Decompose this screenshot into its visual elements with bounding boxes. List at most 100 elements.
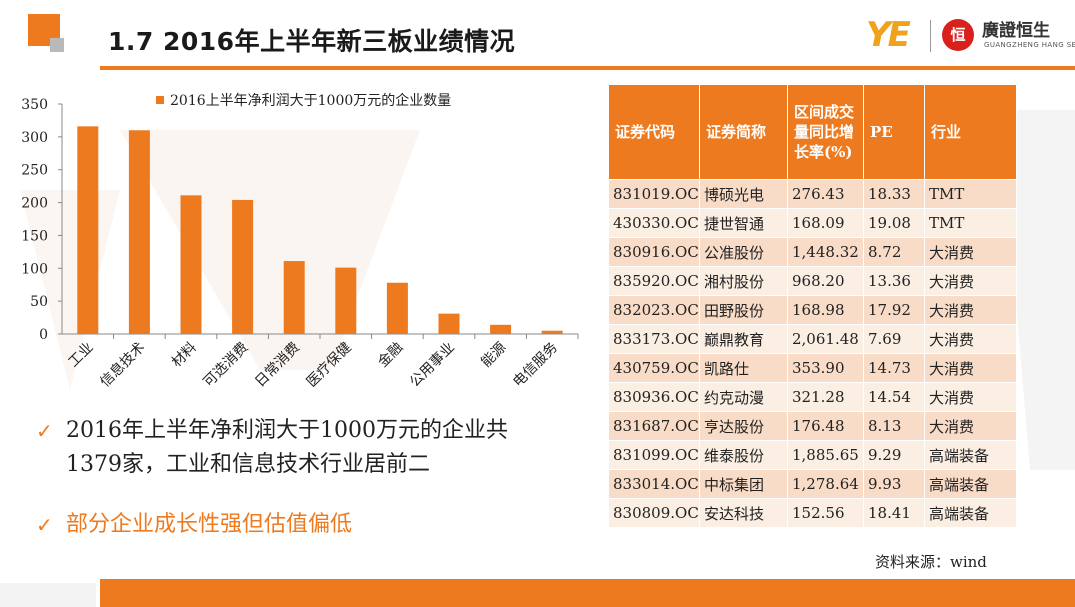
- bullet-1-line-1: 2016年上半年净利润大于1000万元的企业共: [66, 418, 508, 443]
- bar: [128, 130, 150, 334]
- y-tick-label: 350: [21, 97, 48, 113]
- bar: [77, 126, 99, 334]
- bar-chart: 0 50 100 150 200 250 300 350 工业 信息技术 材料 可选消费 日常消费 医疗保…: [21, 92, 579, 391]
- table-cell: TMT: [924, 208, 1017, 238]
- table-cell: 353.90: [787, 353, 864, 383]
- y-tick-label: 50: [30, 294, 48, 310]
- table-row: 831687.OC 亨达股份 176.48 8.13 大消费: [608, 411, 1017, 441]
- table-cell: 168.98: [787, 295, 864, 325]
- x-tick-label: 工业: [66, 340, 97, 371]
- table-cell: 831099.OC: [608, 440, 700, 470]
- table-cell: 152.56: [787, 498, 864, 528]
- table-row: 830916.OC 公准股份 1,448.32 8.72 大消费: [608, 237, 1017, 267]
- bar: [438, 313, 460, 334]
- brand-seal-icon: 恒: [942, 19, 974, 51]
- table-cell: 大消费: [924, 295, 1017, 325]
- x-tick-label: 材料: [169, 340, 200, 371]
- check-icon: ✓: [36, 513, 53, 537]
- table-cell: 830916.OC: [608, 237, 700, 267]
- x-tick-label: 医疗保健: [304, 340, 355, 391]
- table-cell: 凯路仕: [699, 353, 788, 383]
- x-tick-label: 可选消费: [201, 340, 252, 391]
- table-cell: 831019.OC: [608, 179, 700, 209]
- table-header-cell: 区间成交量同比增长率(%): [787, 84, 864, 180]
- page-title: 1.7 2016年上半年新三板业绩情况: [108, 27, 516, 56]
- table-row: 832023.OC 田野股份 168.98 17.92 大消费: [608, 295, 1017, 325]
- x-tick-label: 电信服务: [510, 340, 561, 391]
- table-header-cell: 证券简称: [699, 84, 788, 180]
- table-cell: 14.73: [863, 353, 925, 383]
- table-cell: 大消费: [924, 324, 1017, 354]
- table-header-row: 证券代码 证券简称 区间成交量同比增长率(%) PE 行业: [608, 84, 1017, 180]
- table-cell: 高端装备: [924, 469, 1017, 499]
- corner-logo-squares: [28, 14, 78, 64]
- table-cell: 13.36: [863, 266, 925, 296]
- table-cell: 7.69: [863, 324, 925, 354]
- y-tick-label: 300: [21, 130, 48, 146]
- table-cell: 168.09: [787, 208, 864, 238]
- table-cell: 大消费: [924, 266, 1017, 296]
- table-row: 830936.OC 约克动漫 321.28 14.54 大消费: [608, 382, 1017, 412]
- bar: [232, 199, 254, 334]
- table-cell: 田野股份: [699, 295, 788, 325]
- table-cell: 833014.OC: [608, 469, 700, 499]
- y-tick-label: 150: [21, 228, 48, 244]
- bar: [335, 267, 357, 334]
- table-cell: 832023.OC: [608, 295, 700, 325]
- x-tick-label: 能源: [478, 340, 509, 371]
- table-cell: 276.43: [787, 179, 864, 209]
- legend-swatch: [156, 96, 164, 104]
- title-rule: [100, 66, 1075, 70]
- x-tick-label: 金融: [375, 340, 406, 371]
- table-header-cell: 行业: [924, 84, 1017, 180]
- table-cell: 大消费: [924, 411, 1017, 441]
- brand-logo: YE 恒 廣證恒生 GUANGZHENG HANG SENG: [866, 15, 1075, 57]
- bar: [180, 195, 202, 334]
- table-cell: 19.08: [863, 208, 925, 238]
- y-tick-label: 250: [21, 163, 48, 179]
- table-cell: 湘村股份: [699, 266, 788, 296]
- table-cell: 18.33: [863, 179, 925, 209]
- table-cell: 巅鼎教育: [699, 324, 788, 354]
- table-header-cell: 证券代码: [608, 84, 700, 180]
- table-row: 831099.OC 维泰股份 1,885.65 9.29 高端装备: [608, 440, 1017, 470]
- brand-ye-mark: YE: [866, 15, 911, 55]
- table-cell: 博硕光电: [699, 179, 788, 209]
- table-cell: 8.72: [863, 237, 925, 267]
- table-cell: 968.20: [787, 266, 864, 296]
- table-cell: 高端装备: [924, 498, 1017, 528]
- table-cell: 高端装备: [924, 440, 1017, 470]
- table-cell: 430759.OC: [608, 353, 700, 383]
- y-tick-label: 100: [21, 261, 48, 277]
- table-cell: 捷世智通: [699, 208, 788, 238]
- table-row: 430330.OC 捷世智通 168.09 19.08 TMT: [608, 208, 1017, 238]
- x-tick-label: 日常消费: [252, 340, 303, 391]
- bullet-1-line-2: 1379家，工业和信息技术行业居前二: [66, 452, 430, 477]
- table-cell: 18.41: [863, 498, 925, 528]
- table-row: 835920.OC 湘村股份 968.20 13.36 大消费: [608, 266, 1017, 296]
- table-header-cell: PE: [863, 84, 925, 180]
- table-cell: 176.48: [787, 411, 864, 441]
- table-cell: 1,448.32: [787, 237, 864, 267]
- table-cell: 8.13: [863, 411, 925, 441]
- x-tick-label: 信息技术: [97, 339, 149, 391]
- table-cell: 830809.OC: [608, 498, 700, 528]
- legend-label: 2016上半年净利润大于1000万元的企业数量: [170, 92, 451, 109]
- table-cell: 中标集团: [699, 469, 788, 499]
- table-row: 430759.OC 凯路仕 353.90 14.73 大消费: [608, 353, 1017, 383]
- table-row: 833173.OC 巅鼎教育 2,061.48 7.69 大消费: [608, 324, 1017, 354]
- y-tick-label: 0: [39, 327, 48, 343]
- footer-left-block: [0, 583, 96, 607]
- table-row: 831019.OC 博硕光电 276.43 18.33 TMT: [608, 179, 1017, 209]
- brand-name-en: GUANGZHENG HANG SENG: [984, 41, 1075, 49]
- table-cell: 830936.OC: [608, 382, 700, 412]
- stock-table: 证券代码 证券简称 区间成交量同比增长率(%) PE 行业 831019.OC 博硕光电 2…: [608, 84, 1017, 528]
- table-cell: 430330.OC: [608, 208, 700, 238]
- y-tick-label: 200: [21, 196, 48, 212]
- table-cell: 公准股份: [699, 237, 788, 267]
- footer-bar: [100, 579, 1075, 607]
- table-cell: 大消费: [924, 353, 1017, 383]
- table-cell: 835920.OC: [608, 266, 700, 296]
- check-icon: ✓: [36, 419, 53, 443]
- x-tick-label: 公用事业: [407, 340, 458, 391]
